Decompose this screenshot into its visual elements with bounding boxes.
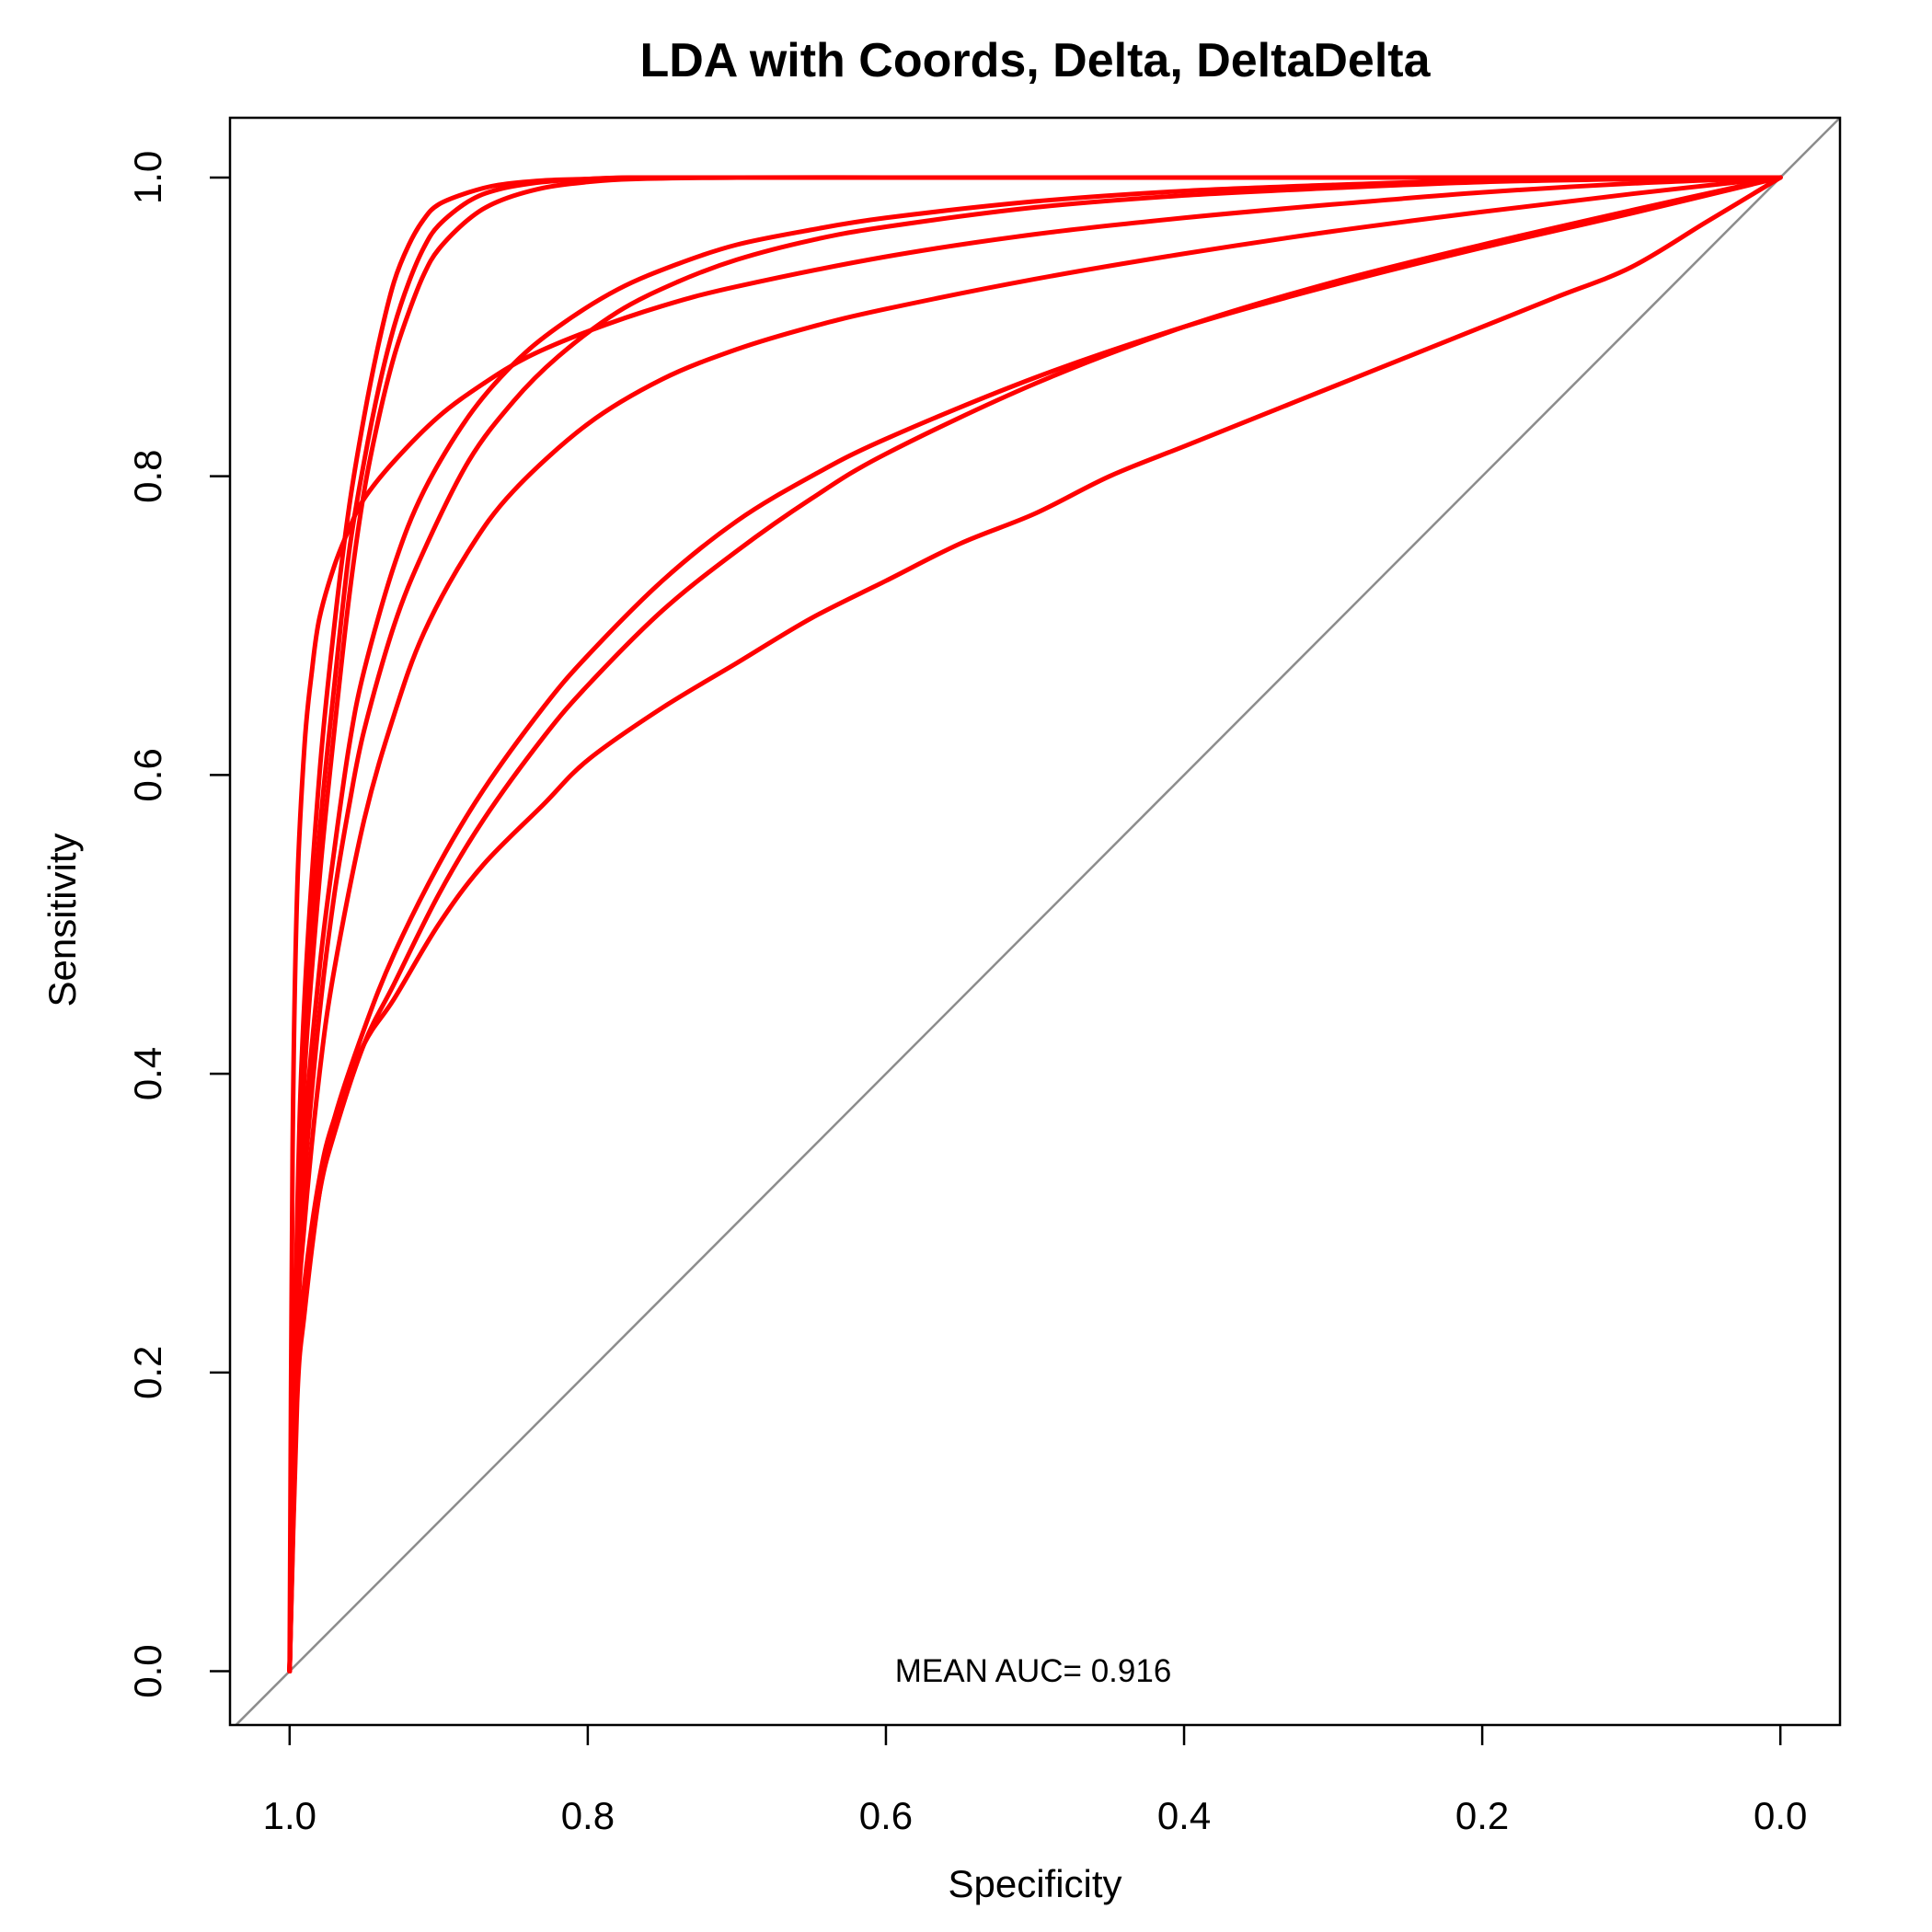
roc-curve-10 bbox=[287, 175, 1783, 1674]
y-tick-label: 1.0 bbox=[126, 151, 169, 204]
x-tick-label: 0.8 bbox=[561, 1794, 615, 1837]
roc-curve-5 bbox=[287, 175, 1783, 1674]
y-tick-label: 0.6 bbox=[126, 748, 169, 801]
y-tick-label: 0.0 bbox=[126, 1644, 169, 1697]
y-tick-label: 0.2 bbox=[126, 1346, 169, 1399]
roc-curve-3 bbox=[287, 175, 1783, 1674]
x-tick-label: 0.2 bbox=[1455, 1794, 1509, 1837]
roc-curve-7 bbox=[287, 175, 1783, 1674]
roc-curves-layer bbox=[287, 175, 1783, 1674]
reference-diagonal-layer bbox=[234, 118, 1840, 1725]
plot-frame bbox=[228, 116, 1842, 1727]
mean-auc-annotation: MEAN AUC= 0.916 bbox=[895, 1653, 1172, 1689]
roc-curve-6 bbox=[287, 175, 1783, 1674]
x-tick-label: 0.6 bbox=[859, 1794, 913, 1837]
x-tick-label: 1.0 bbox=[263, 1794, 316, 1837]
y-axis-label: Sensitivity bbox=[40, 833, 84, 1006]
x-tick-label: 0.4 bbox=[1157, 1794, 1211, 1837]
roc-curve-9 bbox=[287, 175, 1783, 1674]
x-tick-label: 0.0 bbox=[1754, 1794, 1807, 1837]
chart-title: LDA with Coords, Delta, DeltaDelta bbox=[639, 34, 1431, 87]
roc-curve-4 bbox=[287, 175, 1783, 1674]
reference-diagonal-line bbox=[234, 118, 1840, 1725]
y-tick-label: 0.8 bbox=[126, 449, 169, 502]
y-tick-label: 0.4 bbox=[126, 1047, 169, 1100]
y-axis: 0.0 0.2 0.4 0.6 0.8 1.0 bbox=[126, 151, 230, 1698]
x-axis-label: Specificity bbox=[948, 1862, 1121, 1905]
x-axis: 1.0 0.8 0.6 0.4 0.2 0.0 bbox=[263, 1725, 1807, 1837]
